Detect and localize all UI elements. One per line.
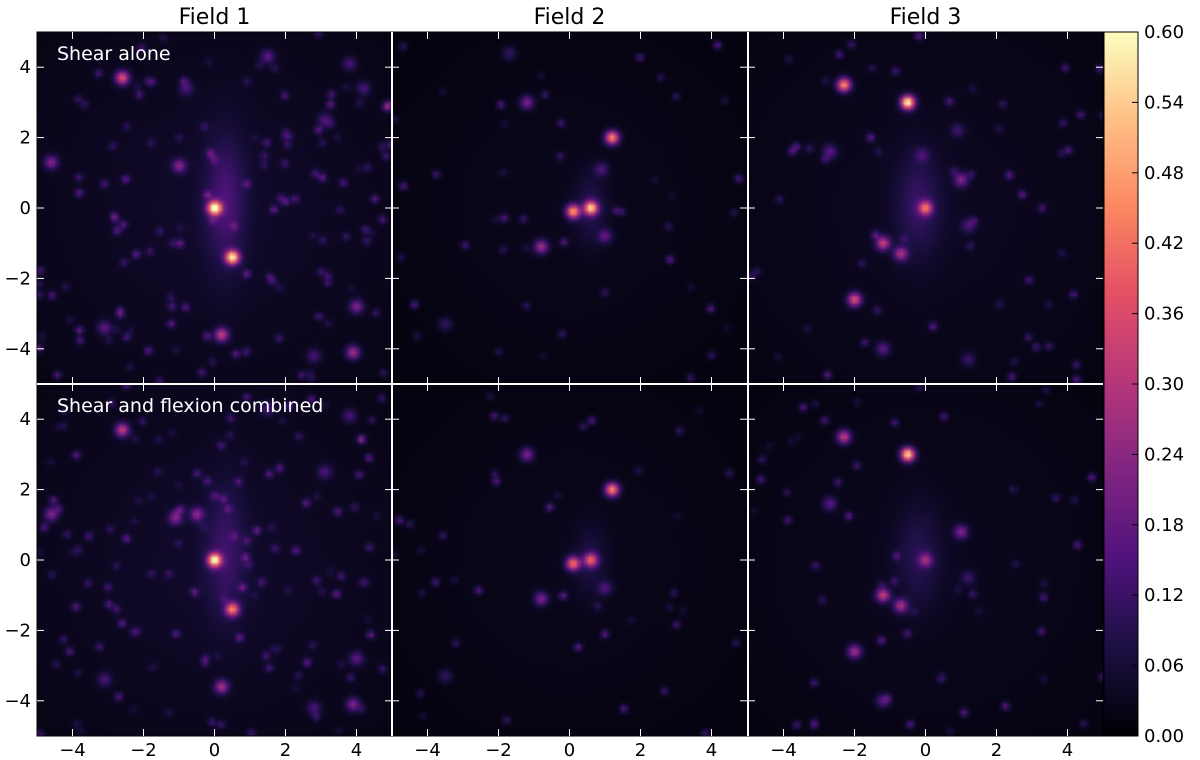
x-tick-label: 4 bbox=[351, 740, 362, 760]
y-tick-label: −4 bbox=[4, 339, 31, 360]
x-tick-label: 2 bbox=[280, 740, 291, 760]
colorbar-tick-label: 0.48 bbox=[1144, 163, 1184, 184]
colorbar-tick-label: 0.12 bbox=[1144, 585, 1184, 606]
colorbar-tick-label: 0.36 bbox=[1144, 304, 1184, 325]
heatmap-panel-r0-c2 bbox=[748, 32, 1103, 384]
heatmap-panel-r1-c1 bbox=[392, 384, 747, 736]
column-title: Field 2 bbox=[534, 5, 606, 30]
heatmap-panel-r1-c2 bbox=[748, 384, 1103, 736]
colorbar-tick-label: 0.54 bbox=[1144, 92, 1184, 113]
panel-labels: Shear alone Shear and flexion combined bbox=[57, 43, 323, 417]
heatmap-panel-r0-c0 bbox=[37, 32, 392, 384]
x-tick-label: 0 bbox=[920, 740, 931, 760]
x-tick-label: 2 bbox=[635, 740, 646, 760]
x-tick-label: −2 bbox=[130, 740, 157, 760]
y-tick-label: 0 bbox=[20, 550, 31, 571]
y-tick-label: 0 bbox=[20, 198, 31, 219]
colorbar-tick-label: 0.42 bbox=[1144, 233, 1184, 254]
x-tick-label: 2 bbox=[991, 740, 1002, 760]
panel-label: Shear and flexion combined bbox=[57, 395, 323, 417]
y-tick-label: 2 bbox=[20, 128, 31, 149]
panel-grid bbox=[36, 31, 1104, 737]
y-tick-label: −4 bbox=[4, 691, 31, 712]
axis-ticks: −4 −4 −4 −2 −2 −2 0 0 0 2 2 2 4 4 4 −4 −4 −2 −2 0 0 2 2 4 4 bbox=[4, 32, 1103, 760]
x-tick-label: −2 bbox=[841, 740, 868, 760]
x-tick-label: −4 bbox=[59, 740, 86, 760]
colorbar-tick-label: 0.24 bbox=[1144, 444, 1184, 465]
column-titles: Field 1 Field 2 Field 3 bbox=[179, 5, 962, 30]
heatmap-panel-r0-c1 bbox=[392, 32, 747, 384]
y-tick-label: 2 bbox=[20, 480, 31, 501]
colorbar: 0.00 0.06 0.12 0.18 0.24 0.30 0.36 0.42 0.48 0.54… bbox=[1103, 22, 1184, 747]
column-title: Field 1 bbox=[179, 5, 251, 30]
y-tick-label: −2 bbox=[4, 268, 31, 289]
y-tick-label: 4 bbox=[20, 409, 31, 430]
colorbar-tick-label: 0.18 bbox=[1144, 515, 1184, 536]
colorbar-tick-label: 0.30 bbox=[1144, 374, 1184, 395]
y-tick-label: 4 bbox=[20, 57, 31, 78]
x-tick-label: −4 bbox=[770, 740, 797, 760]
column-title: Field 3 bbox=[890, 5, 962, 30]
colorbar-tick-label: 0.06 bbox=[1144, 656, 1184, 677]
x-tick-label: −2 bbox=[485, 740, 512, 760]
x-tick-label: 0 bbox=[209, 740, 220, 760]
colorbar-tick-label: 0.60 bbox=[1144, 22, 1184, 43]
x-tick-label: 4 bbox=[706, 740, 717, 760]
panel-label: Shear alone bbox=[57, 43, 171, 65]
x-tick-label: 4 bbox=[1062, 740, 1073, 760]
colorbar-tick-label: 0.00 bbox=[1144, 726, 1184, 747]
heatmap-panel-r1-c0 bbox=[37, 384, 392, 736]
y-tick-label: −2 bbox=[4, 620, 31, 641]
x-tick-label: 0 bbox=[564, 740, 575, 760]
x-tick-label: −4 bbox=[414, 740, 441, 760]
